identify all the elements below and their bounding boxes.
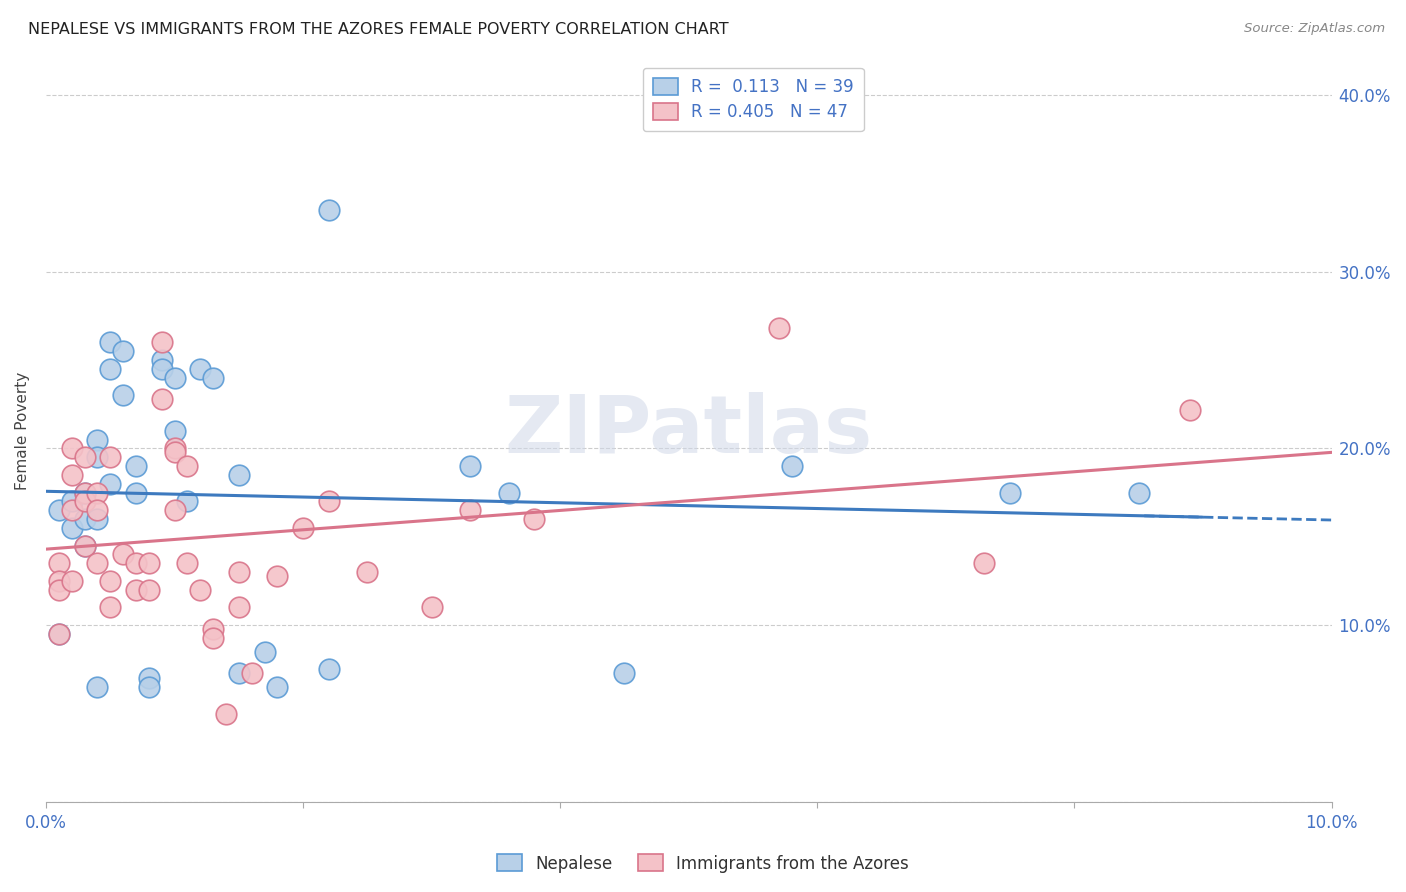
Text: ZIPatlas: ZIPatlas xyxy=(505,392,873,470)
Point xyxy=(138,582,160,597)
Point xyxy=(150,335,173,350)
Point xyxy=(613,665,636,680)
Point xyxy=(163,370,186,384)
Point xyxy=(73,450,96,465)
Point xyxy=(266,568,288,582)
Legend: Nepalese, Immigrants from the Azores: Nepalese, Immigrants from the Azores xyxy=(491,847,915,880)
Point xyxy=(60,467,83,482)
Point xyxy=(150,362,173,376)
Point xyxy=(86,433,108,447)
Point xyxy=(176,494,198,508)
Point xyxy=(48,574,70,588)
Point xyxy=(48,582,70,597)
Point xyxy=(98,574,121,588)
Point xyxy=(86,680,108,694)
Point xyxy=(60,494,83,508)
Point xyxy=(163,503,186,517)
Point xyxy=(228,467,250,482)
Point xyxy=(98,450,121,465)
Point xyxy=(163,424,186,438)
Point xyxy=(228,565,250,579)
Point xyxy=(48,557,70,571)
Point xyxy=(112,388,135,402)
Point xyxy=(60,521,83,535)
Point xyxy=(138,680,160,694)
Point xyxy=(240,665,263,680)
Point xyxy=(60,442,83,456)
Point xyxy=(125,557,148,571)
Point xyxy=(1178,402,1201,417)
Point xyxy=(73,485,96,500)
Point xyxy=(98,600,121,615)
Point xyxy=(98,362,121,376)
Point xyxy=(458,503,481,517)
Point xyxy=(150,392,173,406)
Point xyxy=(202,370,225,384)
Point xyxy=(125,485,148,500)
Point xyxy=(973,557,995,571)
Point xyxy=(318,494,340,508)
Point xyxy=(253,645,276,659)
Point xyxy=(163,442,186,456)
Point xyxy=(73,539,96,553)
Point xyxy=(125,459,148,474)
Point xyxy=(228,600,250,615)
Point xyxy=(48,627,70,641)
Point xyxy=(48,503,70,517)
Point xyxy=(768,321,790,335)
Point xyxy=(86,450,108,465)
Point xyxy=(112,344,135,359)
Point xyxy=(202,631,225,645)
Text: Source: ZipAtlas.com: Source: ZipAtlas.com xyxy=(1244,22,1385,36)
Point xyxy=(215,706,238,721)
Point xyxy=(48,627,70,641)
Point xyxy=(188,582,211,597)
Point xyxy=(98,476,121,491)
Point xyxy=(112,548,135,562)
Point xyxy=(125,582,148,597)
Point xyxy=(228,665,250,680)
Point xyxy=(318,662,340,676)
Y-axis label: Female Poverty: Female Poverty xyxy=(15,372,30,490)
Point xyxy=(163,445,186,459)
Point xyxy=(202,622,225,636)
Point xyxy=(498,485,520,500)
Point xyxy=(73,512,96,526)
Point xyxy=(523,512,546,526)
Point xyxy=(420,600,443,615)
Point xyxy=(73,485,96,500)
Point xyxy=(150,353,173,368)
Point xyxy=(176,459,198,474)
Point xyxy=(138,557,160,571)
Point xyxy=(138,671,160,685)
Point xyxy=(318,202,340,217)
Point xyxy=(188,362,211,376)
Point xyxy=(998,485,1021,500)
Point xyxy=(86,512,108,526)
Point xyxy=(292,521,315,535)
Point xyxy=(176,557,198,571)
Point xyxy=(73,539,96,553)
Point xyxy=(73,494,96,508)
Point xyxy=(356,565,378,579)
Point xyxy=(1128,485,1150,500)
Point xyxy=(780,459,803,474)
Point xyxy=(86,503,108,517)
Point xyxy=(60,574,83,588)
Legend: R =  0.113   N = 39, R = 0.405   N = 47: R = 0.113 N = 39, R = 0.405 N = 47 xyxy=(643,68,863,131)
Point xyxy=(458,459,481,474)
Point xyxy=(266,680,288,694)
Point xyxy=(60,503,83,517)
Point xyxy=(98,335,121,350)
Text: NEPALESE VS IMMIGRANTS FROM THE AZORES FEMALE POVERTY CORRELATION CHART: NEPALESE VS IMMIGRANTS FROM THE AZORES F… xyxy=(28,22,728,37)
Point xyxy=(86,485,108,500)
Point xyxy=(86,557,108,571)
